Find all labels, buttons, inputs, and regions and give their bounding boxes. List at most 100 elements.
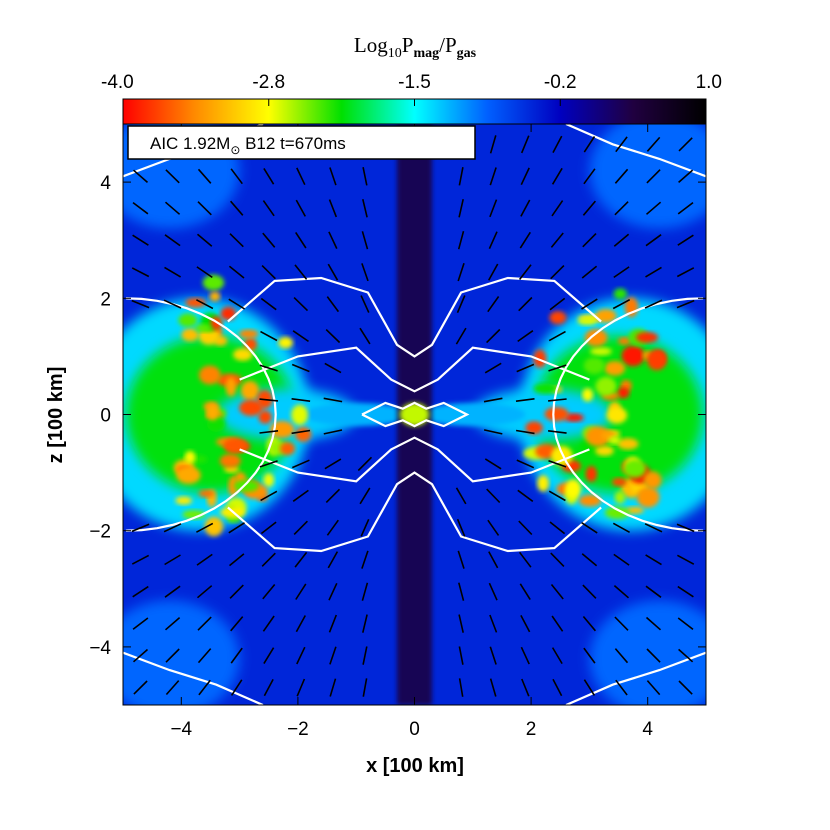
velocity-arrow: [488, 551, 499, 569]
hot-spot: [537, 475, 549, 492]
colorbar-title-p: P: [402, 33, 414, 57]
velocity-arrow: [164, 585, 181, 598]
velocity-arrow: [644, 523, 663, 533]
hot-spot: [613, 288, 627, 300]
velocity-arrow: [328, 199, 338, 218]
velocity-arrow: [296, 167, 306, 186]
hot-spot: [551, 446, 573, 466]
hot-spot: [621, 345, 645, 367]
velocity-arrow: [131, 523, 150, 533]
velocity-arrow: [228, 553, 245, 567]
velocity-arrow: [132, 169, 149, 184]
colorbar-title-slash: /P: [439, 33, 457, 57]
velocity-arrow: [291, 429, 311, 435]
velocity-arrow: [646, 648, 661, 663]
velocity-arrow: [488, 582, 498, 601]
velocity-arrow: [487, 263, 499, 281]
velocity-arrow: [677, 234, 694, 246]
velocity-arrow: [458, 167, 464, 186]
hot-spot: [623, 459, 647, 478]
velocity-arrow: [325, 329, 341, 344]
velocity-arrow: [520, 135, 530, 154]
velocity-arrow: [516, 363, 535, 373]
velocity-arrow: [676, 299, 695, 309]
velocity-arrow: [296, 678, 306, 697]
hot-spot: [198, 489, 215, 498]
velocity-arrow: [518, 520, 533, 536]
velocity-arrow: [676, 267, 695, 278]
hot-spot: [220, 306, 236, 321]
velocity-arrow: [260, 490, 278, 502]
velocity-arrow: [516, 459, 535, 469]
velocity-arrow: [293, 297, 309, 312]
hot-spot: [178, 313, 198, 327]
velocity-arrow: [552, 135, 563, 153]
velocity-arrow: [132, 648, 149, 663]
velocity-arrow: [551, 647, 563, 665]
velocity-arrow: [295, 615, 307, 633]
velocity-arrow: [678, 137, 693, 152]
velocity-arrow: [582, 233, 597, 248]
velocity-arrow: [197, 201, 212, 216]
hot-spot: [565, 479, 582, 499]
velocity-arrow: [552, 678, 563, 697]
hot-spot: [643, 471, 662, 489]
velocity-arrow: [259, 460, 278, 468]
x-axis-ticks: −4 −2 0 2 4: [170, 124, 653, 740]
colorbar-tick-label: 1.0: [696, 72, 722, 93]
velocity-arrow: [328, 582, 338, 601]
hot-spot: [617, 387, 630, 399]
velocity-arrow: [646, 680, 661, 696]
velocity-arrow: [197, 168, 212, 184]
annotation-box: [127, 125, 476, 160]
velocity-arrow: [324, 362, 342, 374]
velocity-arrow: [519, 583, 531, 601]
velocity-arrow: [196, 299, 214, 310]
hot-spot: [533, 383, 558, 394]
corner-glow: [589, 600, 706, 705]
y-tick-label: −4: [89, 638, 111, 659]
velocity-arrow: [230, 647, 243, 664]
velocity-arrow: [357, 456, 373, 472]
velocity-arrow: [483, 397, 503, 403]
velocity-arrow: [613, 233, 630, 247]
velocity-arrow: [259, 398, 279, 402]
velocity-arrow: [548, 460, 567, 468]
velocity-arrow: [131, 554, 150, 565]
velocity-arrow: [458, 678, 464, 697]
x-tick-label: 4: [642, 719, 653, 740]
velocity-arrow: [329, 646, 337, 665]
velocity-arrow: [132, 617, 149, 630]
velocity-arrow: [328, 614, 338, 633]
hot-spot: [617, 438, 639, 450]
velocity-arrow: [517, 330, 534, 343]
velocity-arrow: [614, 648, 629, 664]
velocity-arrow: [458, 199, 464, 218]
velocity-arrow: [646, 169, 661, 184]
core-spot: [399, 402, 430, 427]
hot-spot: [583, 357, 605, 375]
velocity-arrow: [489, 167, 497, 186]
hot-spot: [635, 331, 659, 343]
velocity-arrow: [362, 167, 368, 186]
velocity-arrow: [291, 459, 310, 469]
velocity-arrow: [614, 201, 629, 216]
velocity-arrow: [645, 266, 662, 278]
corner-glow: [589, 124, 706, 229]
velocity-arrow: [262, 232, 276, 248]
velocity-arrow: [197, 648, 212, 664]
x-tick-label: 2: [526, 719, 537, 740]
velocity-arrow: [612, 298, 631, 310]
velocity-arrow: [458, 614, 464, 633]
velocity-arrow: [230, 168, 243, 185]
hot-spot: [209, 291, 221, 302]
hot-spot: [184, 450, 196, 464]
hot-spot: [584, 329, 608, 347]
velocity-arrow: [613, 553, 630, 566]
contour-corner: [123, 651, 264, 705]
hot-spot: [525, 421, 543, 435]
hot-spot: [595, 445, 614, 456]
velocity-arrow: [489, 199, 498, 218]
velocity-arrow: [230, 679, 243, 696]
